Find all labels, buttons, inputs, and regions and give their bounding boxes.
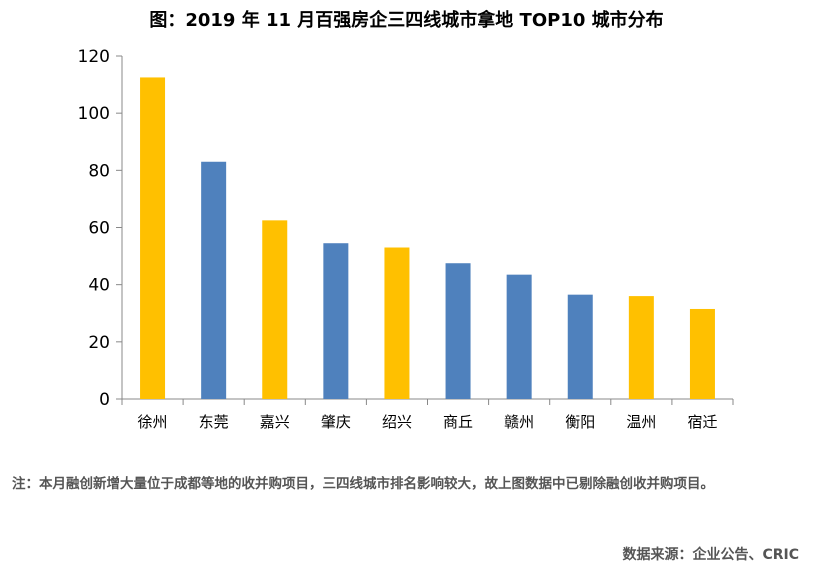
category-label: 商丘 (443, 413, 473, 431)
bar (628, 296, 654, 399)
bar (201, 161, 227, 399)
data-source: 数据来源：企业公告、CRIC (622, 547, 799, 563)
y-axis: 0 20 40 60 80 100 120 (78, 47, 123, 410)
chart-note: 注：本月融创新增大量位于成都等地的收并购项目，三四线城市排名影响较大，故上图数据… (12, 476, 714, 492)
bar (262, 220, 288, 399)
bar (567, 294, 593, 399)
y-tick-label: 20 (88, 333, 110, 353)
bar (323, 243, 349, 399)
category-label: 衡阳 (565, 413, 595, 431)
category-label: 赣州 (504, 413, 534, 431)
bar (506, 274, 532, 399)
bar (689, 308, 715, 399)
bar (140, 77, 166, 399)
y-tick-label: 80 (88, 161, 110, 181)
category-label: 绍兴 (382, 413, 412, 431)
bar (384, 247, 410, 399)
y-tick-label: 120 (78, 47, 110, 67)
category-label: 温州 (626, 413, 656, 431)
chart-title: 图：2019 年 11 月百强房企三四线城市拿地 TOP10 城市分布 (149, 10, 664, 31)
y-tick-label: 100 (78, 104, 110, 124)
category-label: 肇庆 (321, 413, 351, 431)
category-label: 东莞 (199, 413, 229, 431)
bar (445, 263, 471, 399)
category-label: 徐州 (138, 413, 168, 431)
y-tick-label: 40 (88, 276, 110, 296)
category-label: 嘉兴 (260, 413, 290, 431)
bars (140, 77, 715, 399)
y-tick-label: 0 (99, 390, 110, 410)
category-label: 宿迁 (687, 413, 717, 431)
category-labels: 徐州 东莞 嘉兴 肇庆 绍兴 商丘 赣州 衡阳 温州 宿迁 (138, 413, 718, 431)
x-axis (121, 398, 734, 405)
y-tick-label: 60 (88, 219, 110, 239)
